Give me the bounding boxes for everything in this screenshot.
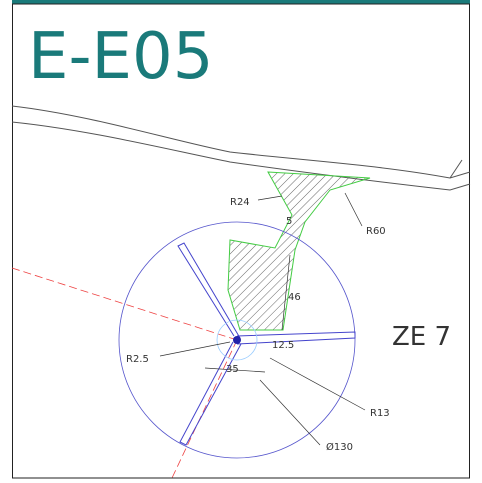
dim-label: 35 [226,364,239,375]
dim-label: 46 [288,292,301,303]
title: E-E05 [28,20,213,94]
blades [177,242,356,446]
rotor-circle [118,221,356,459]
hub-radius [216,319,258,361]
dim-label: R24 [230,197,250,208]
hatched-area [227,171,371,331]
top-bar [12,0,470,4]
dim-label: 12.5 [272,340,294,351]
road [11,105,471,191]
dim-label: R2.5 [126,354,149,365]
axis-lines [11,267,238,479]
dim-label: Ø130 [326,441,353,453]
dim-label: 5 [286,216,292,227]
frame [12,3,470,479]
hub [233,336,241,344]
dim-label: R60 [366,226,386,237]
leaders [159,192,366,446]
zone-label: ZE 7 [392,322,451,352]
dim-label: R13 [370,408,390,419]
